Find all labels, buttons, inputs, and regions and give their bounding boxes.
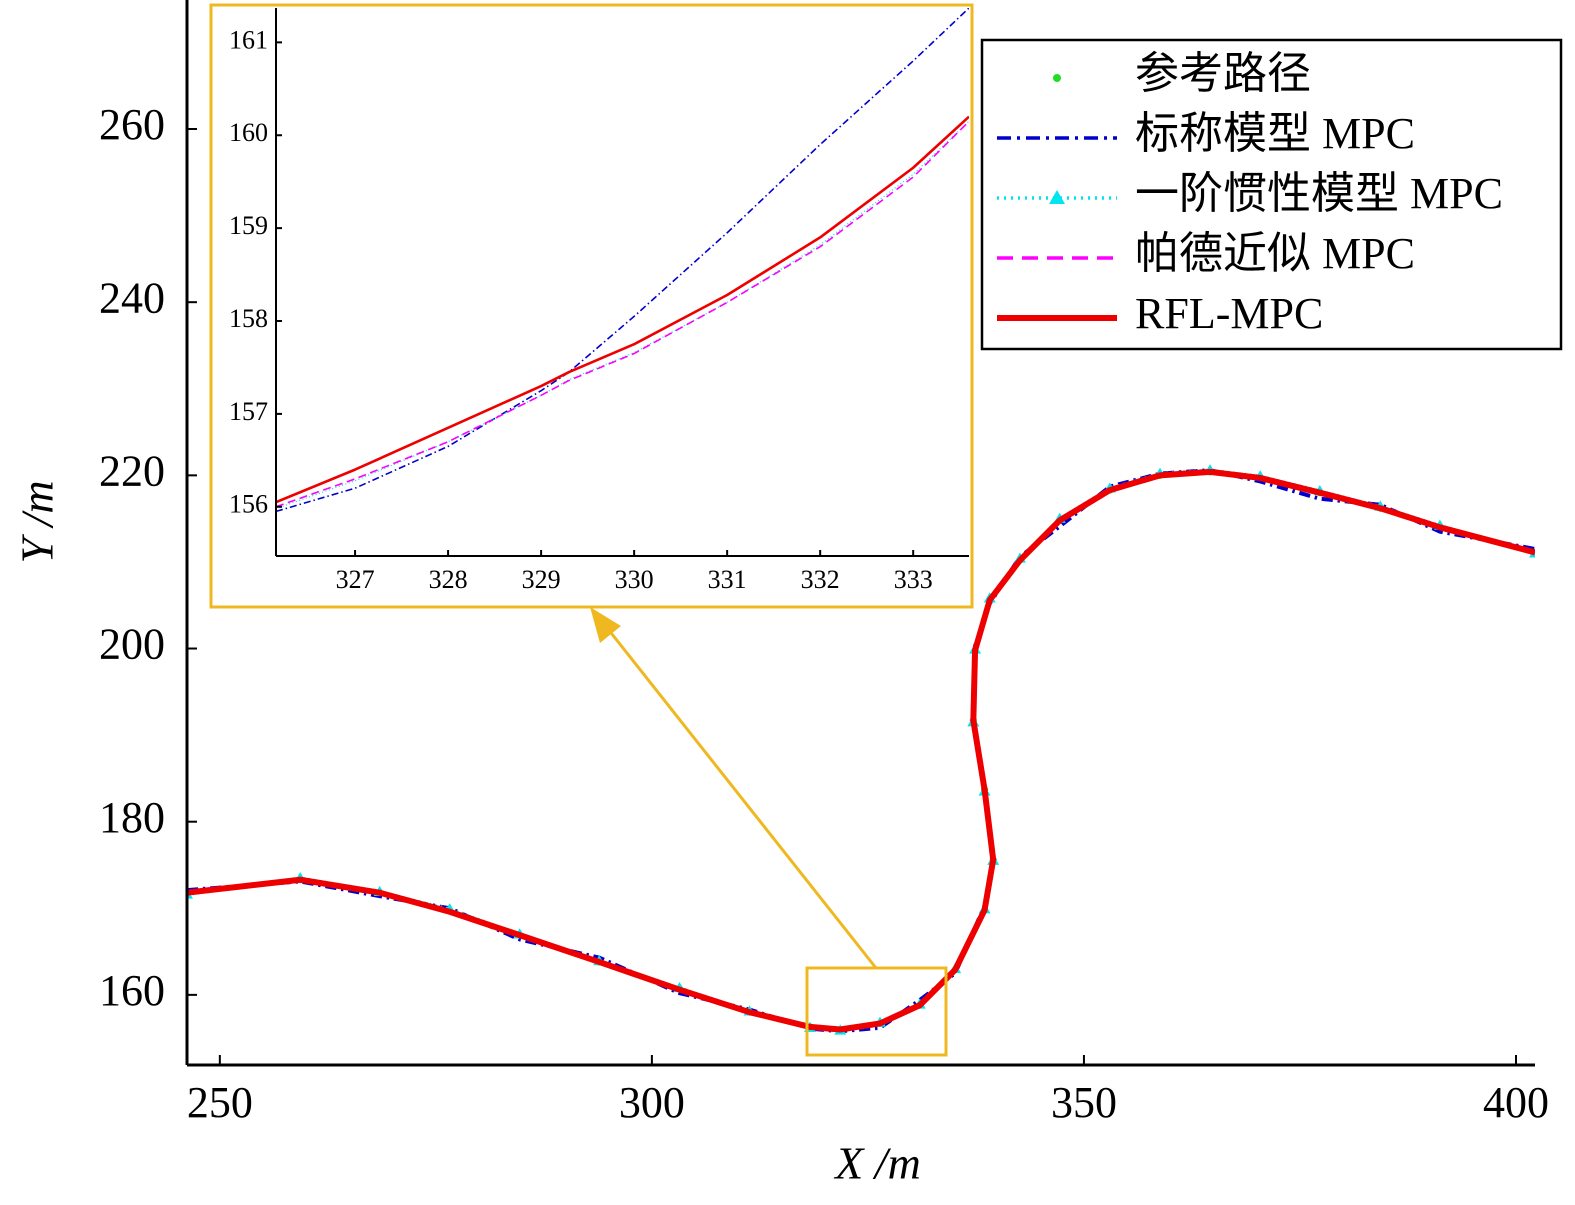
y-tick-label: 160 xyxy=(99,966,165,1015)
series-line xyxy=(276,8,969,513)
y-tick-label: 159 xyxy=(229,211,268,240)
y-axis-label: Y /m xyxy=(12,480,63,563)
x-tick-label: 350 xyxy=(1051,1078,1117,1127)
x-tick-label: 250 xyxy=(187,1078,253,1127)
y-tick-label: 180 xyxy=(99,793,165,842)
y-tick-label: 158 xyxy=(229,304,268,333)
y-tick-label: 220 xyxy=(99,446,165,495)
x-tick-label: 330 xyxy=(615,565,654,594)
series-line xyxy=(187,468,1535,1033)
legend-box xyxy=(980,38,1563,351)
y-tick-label: 160 xyxy=(229,118,268,147)
y-tick-label: 200 xyxy=(99,620,165,669)
inset-plot: 327 328 329 330 331 332 333 156 157 158 159 160 161 xyxy=(229,8,969,594)
inset-frame xyxy=(209,3,974,609)
series-group xyxy=(276,8,969,513)
legend-marker xyxy=(1049,190,1065,204)
zoom-arrow-head xyxy=(590,607,621,643)
x-tick-label: 333 xyxy=(894,565,933,594)
x-tick-label: 400 xyxy=(1483,1078,1549,1127)
legend-label: 一阶惯性模型 MPC xyxy=(1135,169,1503,218)
y-tick-label: 240 xyxy=(99,273,165,322)
legend-label: 帕德近似 MPC xyxy=(1135,229,1415,278)
x-tick-label: 327 xyxy=(336,565,375,594)
legend-label: RFL-MPC xyxy=(1135,289,1323,338)
y-tick-label: 161 xyxy=(229,25,268,54)
x-tick-label: 332 xyxy=(801,565,840,594)
legend-marker xyxy=(1053,74,1061,82)
zoom-arrow xyxy=(602,623,878,969)
legend-label: 标称模型 MPC xyxy=(1135,109,1415,158)
x-tick-label: 331 xyxy=(708,565,747,594)
x-tick-label: 329 xyxy=(522,565,561,594)
main-plot: 250 300 350 400 160 180 200 220 240 260 xyxy=(99,0,1549,1127)
x-tick-label: 300 xyxy=(619,1078,685,1127)
series-group xyxy=(187,464,1535,1035)
y-tick-label: 156 xyxy=(229,490,268,519)
y-tick-label: 157 xyxy=(229,397,268,426)
zoom-box xyxy=(805,966,948,1057)
x-tick-label: 328 xyxy=(429,565,468,594)
y-tick-label: 260 xyxy=(99,100,165,149)
x-axis-label: X /m xyxy=(833,1138,921,1189)
series-line xyxy=(276,115,969,504)
series-line xyxy=(276,120,969,508)
legend-label: 参考路径 xyxy=(1135,49,1311,98)
